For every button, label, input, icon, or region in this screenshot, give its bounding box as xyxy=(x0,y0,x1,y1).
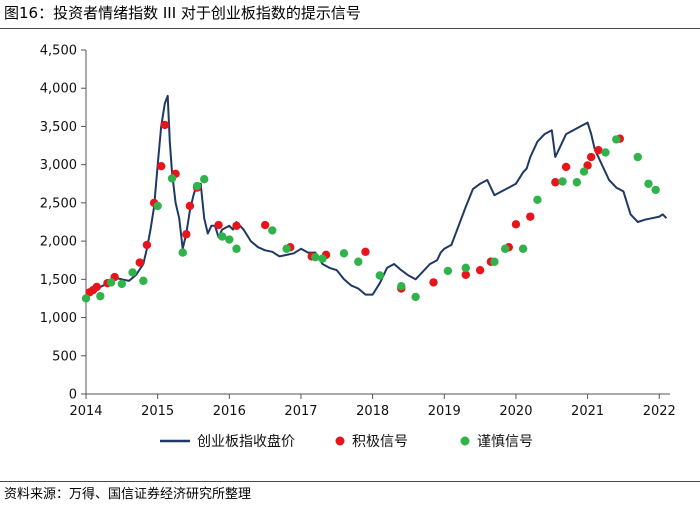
x-tick-label: 2016 xyxy=(213,404,246,419)
cautious-signal-point xyxy=(200,174,209,184)
cautious-signal-point xyxy=(268,226,277,235)
legend-label: 创业板指收盘价 xyxy=(197,433,295,450)
title-divider xyxy=(0,28,700,29)
y-tick-label: 1,500 xyxy=(40,273,77,288)
cautious-signal-point xyxy=(106,278,116,287)
bullish-signal-point xyxy=(461,270,470,279)
cautious-signal-point xyxy=(558,177,567,186)
y-axis: 0 500 1,000 1,500 2,000 2,500 3,000 3,500 4,000 4… xyxy=(40,44,87,403)
x-tick-label: 2019 xyxy=(428,404,461,419)
cautious-signal-point xyxy=(178,248,187,257)
cautious-signal-point xyxy=(533,195,542,205)
cautious-signal-point xyxy=(96,291,105,301)
cautious-signal-point xyxy=(612,135,621,144)
cautious-signal-point xyxy=(192,181,202,191)
bullish-signal-point xyxy=(361,247,370,257)
y-tick-label: 500 xyxy=(52,349,77,364)
bullish-signal-point xyxy=(594,145,603,155)
cautious-signal-point xyxy=(490,257,499,266)
cautious-signal-point xyxy=(518,244,528,253)
cautious-signal-point xyxy=(311,252,320,262)
bullish-signal-point xyxy=(232,221,241,231)
y-tick-label: 3,000 xyxy=(40,158,77,173)
source-note: 资料来源：万得、国信证券经济研究所整理 xyxy=(4,487,252,502)
bullish-signal-point xyxy=(583,161,592,170)
bullish-signal-point xyxy=(160,120,170,130)
bullish-signal-point xyxy=(429,278,438,287)
x-tick-label: 2021 xyxy=(571,404,604,419)
cautious-signal-point xyxy=(579,167,589,176)
bullish-signal-point xyxy=(135,258,144,267)
cautious-signal-point xyxy=(354,257,363,266)
bullish-signal-point xyxy=(142,240,152,250)
x-tick-label: 2018 xyxy=(356,404,389,419)
figure-title: 图16：投资者情绪指数 III 对于创业板指数的提示信号 xyxy=(4,4,361,22)
cautious-signal-point xyxy=(397,282,406,291)
y-tick-label: 4,500 xyxy=(40,44,77,59)
cautious-signal-point xyxy=(651,185,660,195)
y-tick-label: 1,000 xyxy=(40,311,77,326)
cautious-signal-point xyxy=(128,268,137,277)
bullish-signal-point xyxy=(511,220,521,229)
bullish-signal-point xyxy=(214,220,223,230)
x-tick-label: 2022 xyxy=(643,404,676,419)
cautious-signal-point xyxy=(411,292,420,302)
cautious-signal-point xyxy=(318,254,327,263)
cautious-signal-point xyxy=(117,279,127,289)
cautious-signal-point xyxy=(217,232,227,241)
cautious-signal-point xyxy=(153,201,162,211)
legend-label: 谨慎信号 xyxy=(477,434,533,450)
cautious-signal-group xyxy=(81,135,660,303)
cautious-signal-point xyxy=(375,271,384,280)
legend-label: 积极信号 xyxy=(352,434,408,450)
bullish-signal-group xyxy=(85,120,625,297)
cautious-signal-point xyxy=(500,244,510,253)
x-tick-label: 2014 xyxy=(69,404,102,419)
cautious-signal-point xyxy=(461,263,470,273)
bullish-signal-point xyxy=(561,162,571,172)
bullish-signal-point xyxy=(157,161,166,171)
cautious-signal-point xyxy=(167,174,177,183)
bullish-signal-point xyxy=(586,152,596,162)
cautious-signal-point xyxy=(601,148,610,157)
cautious-signal-point xyxy=(572,178,582,187)
bullish-signal-point xyxy=(526,212,535,221)
y-tick-label: 0 xyxy=(69,388,77,403)
cautious-signal-point xyxy=(81,294,91,303)
cautious-signal-point xyxy=(282,244,291,253)
cautious-signal-point xyxy=(225,235,234,244)
cautious-signal-point xyxy=(139,276,148,286)
x-axis: 2014 2015 2016 2017 2018 2019 2020 2021 2022 xyxy=(69,393,676,419)
index-close-line xyxy=(85,94,668,296)
legend-cautious-swatch xyxy=(460,436,470,446)
x-tick-label: 2017 xyxy=(284,404,317,419)
bullish-signal-point xyxy=(551,178,560,187)
x-tick-label: 2020 xyxy=(499,404,532,419)
bullish-signal-point xyxy=(92,282,101,292)
bullish-signal-point xyxy=(475,265,485,275)
cautious-signal-point xyxy=(644,179,653,188)
y-tick-label: 4,000 xyxy=(40,82,77,97)
source-divider xyxy=(0,481,700,482)
cautious-signal-point xyxy=(232,244,241,253)
line-chart: 0 500 1,000 1,500 2,000 2,500 3,000 3,500 4,000 4… xyxy=(40,44,676,451)
legend: 创业板指收盘价 积极信号 谨慎信号 xyxy=(160,433,533,450)
cautious-signal-point xyxy=(443,266,453,276)
y-tick-label: 2,500 xyxy=(40,196,77,211)
cautious-signal-point xyxy=(339,249,349,258)
cautious-signal-point xyxy=(633,152,642,162)
y-tick-label: 3,500 xyxy=(40,120,77,135)
y-tick-label: 2,000 xyxy=(40,235,77,250)
x-tick-label: 2015 xyxy=(141,404,174,419)
bullish-signal-point xyxy=(182,230,191,239)
series-line-group xyxy=(85,94,668,296)
bullish-signal-point xyxy=(260,220,270,230)
legend-bullish-swatch xyxy=(335,436,345,446)
bullish-signal-point xyxy=(185,201,195,211)
